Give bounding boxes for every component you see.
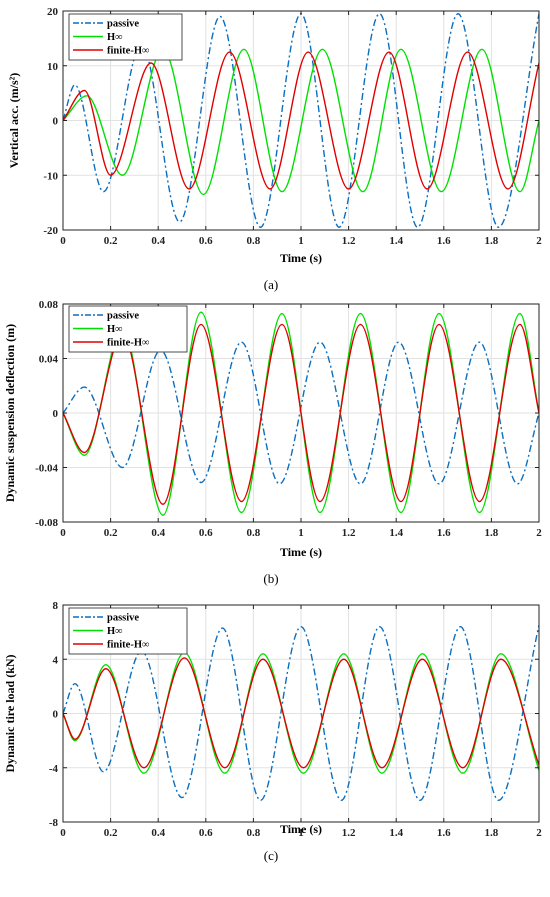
x-axis-label: Time (s) (280, 822, 322, 836)
y-tick-label: 20 (47, 6, 59, 18)
series-group (63, 625, 539, 801)
x-tick-label: 0.8 (247, 235, 261, 247)
x-axis-label: Time (s) (280, 545, 322, 559)
series-line-hinf (63, 311, 539, 516)
x-tick-label: 0.4 (151, 827, 165, 839)
x-tick-label: 1 (298, 827, 304, 839)
series-line-finite (63, 657, 539, 769)
x-tick-label: 1.2 (342, 235, 356, 247)
legend-label: H∞ (107, 324, 123, 335)
y-tick-label: -4 (49, 763, 59, 775)
x-tick-label: 2 (536, 827, 542, 839)
legend-label: H∞ (107, 32, 123, 43)
x-tick-label: 0.2 (104, 527, 118, 539)
y-tick-label: -8 (49, 817, 59, 829)
y-axis-label: Vertical acc. (m/s²) (7, 73, 21, 168)
x-tick-label: 0.8 (247, 527, 261, 539)
legend: passive H∞ finite-H∞ (68, 13, 183, 61)
legend-label: passive (107, 19, 139, 30)
y-axis-label: Dynamic suspension deflection (m) (3, 324, 17, 502)
x-tick-label: 1 (298, 527, 304, 539)
y-tick-label: -0.08 (35, 517, 58, 529)
legend-label: H∞ (107, 626, 123, 637)
x-tick-label: 0 (60, 235, 66, 247)
x-tick-label: 0.6 (199, 827, 213, 839)
x-tick-label: 2 (536, 527, 542, 539)
x-tick-label: 0.6 (199, 527, 213, 539)
x-tick-label: 1.8 (485, 827, 499, 839)
figure-caption: (b) (263, 571, 278, 586)
x-tick-label: 0 (60, 527, 66, 539)
legend: passive H∞ finite-H∞ (68, 305, 188, 353)
legend-label: finite-H∞ (107, 338, 149, 349)
series-group (63, 311, 539, 516)
x-tick-label: 1 (298, 235, 304, 247)
x-tick-label: 1.2 (342, 827, 356, 839)
x-tick-label: 1.4 (389, 527, 403, 539)
y-tick-label: 10 (47, 61, 59, 73)
y-tick-label: 0 (53, 709, 59, 721)
y-tick-label: 4 (53, 654, 59, 666)
x-tick-label: 2 (536, 235, 542, 247)
series-line-finite (63, 323, 539, 505)
series-line-passive (63, 341, 539, 485)
x-tick-label: 0.4 (151, 527, 165, 539)
legend: passive H∞ finite-H∞ (68, 607, 188, 655)
x-tick-label: 0.2 (104, 235, 118, 247)
y-tick-label: 0.04 (39, 354, 59, 366)
y-tick-label: -0.04 (35, 463, 58, 475)
figure-caption: (c) (264, 848, 278, 863)
chart-panel-1: 0 0.2 0.4 0.6 0.8 1 1.2 1.4 1.6 1.8 2 20 10 0 -10 -20 Ti… (7, 6, 542, 292)
series-line-hinf (63, 651, 539, 774)
x-tick-label: 1.6 (437, 235, 451, 247)
x-tick-label: 1.2 (342, 527, 356, 539)
x-tick-label: 0.6 (199, 235, 213, 247)
x-axis-label: Time (s) (280, 251, 322, 265)
series-line-finite (63, 51, 539, 190)
series-line-hinf (63, 48, 539, 196)
x-tick-label: 0 (60, 827, 66, 839)
y-tick-label: 8 (53, 600, 59, 612)
series-line-passive (63, 625, 539, 801)
x-tick-label: 1.6 (437, 827, 451, 839)
y-tick-label: -20 (43, 225, 58, 237)
y-tick-label: 0 (53, 408, 59, 420)
x-tick-label: 0.8 (247, 827, 261, 839)
x-tick-label: 0.2 (104, 827, 118, 839)
chart-panel-3: 0 0.2 0.4 0.6 0.8 1 1.2 1.4 1.6 1.8 2 8 4 0 -4 -8 Time (… (3, 600, 542, 863)
chart-panel-2: 0 0.2 0.4 0.6 0.8 1 1.2 1.4 1.6 1.8 20.080.040-0.0… (3, 299, 542, 586)
legend-label: finite-H∞ (107, 640, 149, 651)
y-axis-label: Dynamic tire load (kN) (3, 654, 17, 772)
x-tick-label: 0.4 (151, 235, 165, 247)
figure-caption: (a) (264, 277, 278, 292)
x-tick-label: 1.6 (437, 527, 451, 539)
x-tick-label: 1.8 (485, 527, 499, 539)
x-tick-label: 1.4 (389, 827, 403, 839)
legend-label: passive (107, 613, 139, 624)
legend-label: passive (107, 311, 139, 322)
x-tick-label: 1.4 (389, 235, 403, 247)
y-tick-label: 0.08 (39, 299, 59, 311)
y-tick-label: -10 (43, 170, 58, 182)
legend-label: finite-H∞ (107, 46, 149, 57)
y-tick-label: 0 (53, 116, 59, 128)
x-tick-label: 1.8 (485, 235, 499, 247)
